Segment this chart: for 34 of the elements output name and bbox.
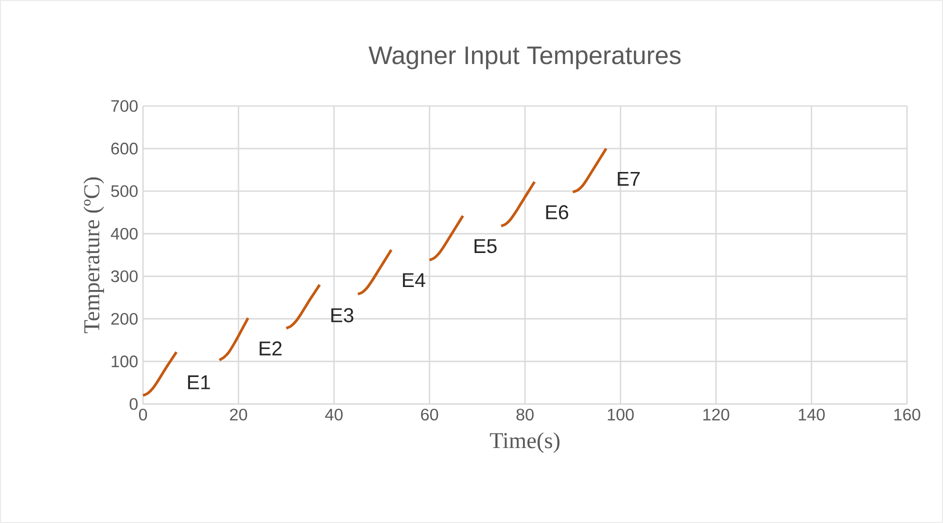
- series-label: E4: [402, 273, 426, 288]
- x-tick-label: 40: [325, 408, 343, 420]
- series-label: E7: [618, 172, 640, 186]
- line-series: [218, 316, 250, 362]
- y-axis-title: Temperature (ºC): [83, 177, 104, 334]
- x-tick-label: 160: [894, 408, 920, 420]
- x-tick-label: 0: [139, 408, 147, 420]
- x-tick-label: 100: [608, 408, 634, 420]
- series-label: E1: [188, 375, 210, 390]
- line-series: [500, 180, 536, 228]
- y-tick-label: 500: [111, 185, 138, 198]
- y-tick-label: 400: [110, 228, 138, 240]
- series-label: E2: [260, 341, 282, 356]
- line-series: [284, 283, 322, 330]
- y-tick-label: 100: [112, 356, 138, 368]
- y-tick-label: 700: [111, 100, 138, 112]
- y-tick-label: 600: [111, 142, 138, 154]
- x-tick-label: 60: [421, 408, 438, 420]
- x-tick-label: 20: [230, 408, 248, 420]
- x-tick-label: 120: [703, 408, 730, 420]
- y-tick-label: 300: [111, 270, 138, 282]
- line-series: [356, 248, 393, 296]
- series-label: E5: [474, 239, 497, 254]
- line-series: [571, 147, 608, 194]
- series-label: E6: [546, 205, 568, 220]
- x-tick-label: 80: [516, 408, 534, 420]
- x-axis-title: Time(s): [490, 432, 560, 453]
- x-tick-label: 140: [798, 408, 825, 420]
- y-tick-label: 0: [130, 398, 138, 410]
- y-tick-label: 200: [111, 312, 138, 325]
- chart-title: Wagner Input Temperatures: [368, 46, 681, 70]
- series-label: E3: [331, 308, 354, 322]
- line-series: [142, 350, 178, 397]
- line-series: [428, 214, 464, 262]
